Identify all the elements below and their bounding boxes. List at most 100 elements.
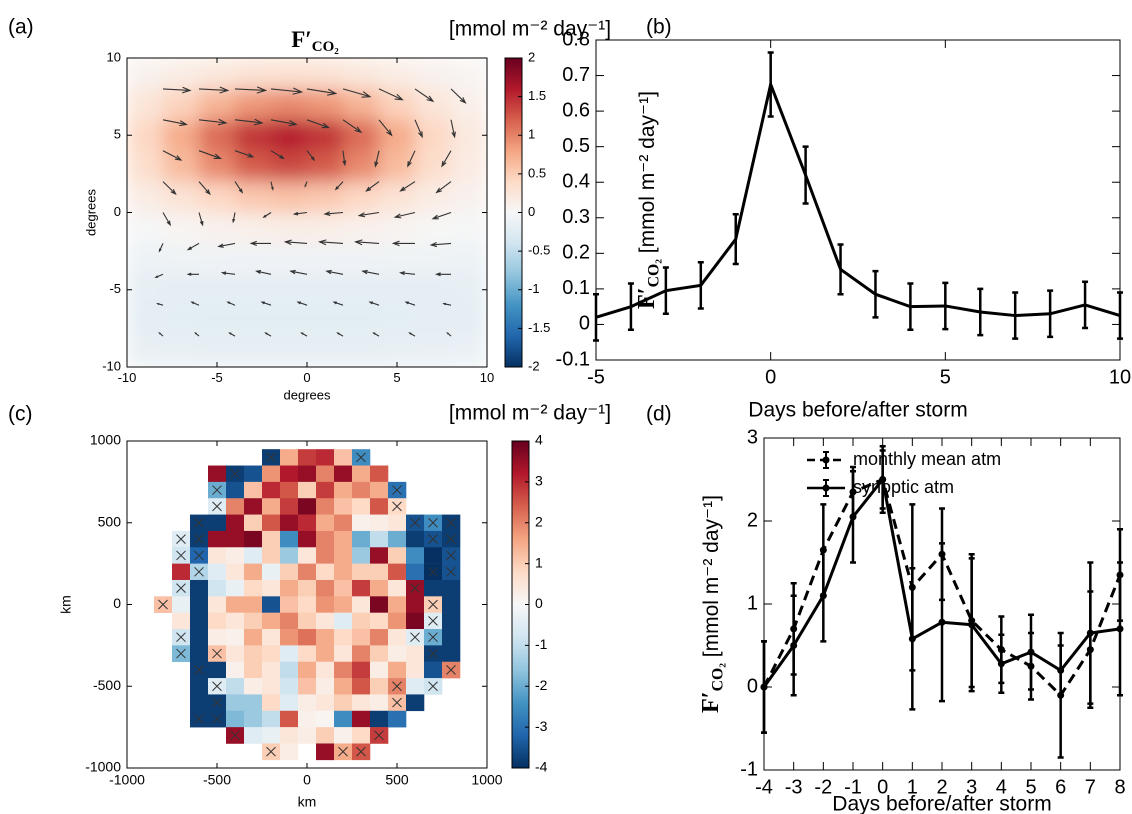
units-label: [mmol m⁻² day⁻¹] (449, 18, 611, 41)
grid-cell (370, 612, 389, 630)
x-tick-label: -4 (755, 776, 773, 798)
wind-arrow (372, 332, 380, 337)
field-cell (199, 274, 236, 306)
insignificant-cross (176, 632, 186, 643)
insignificant-cross (428, 566, 438, 577)
x-tick-label: 4 (996, 776, 1007, 798)
wind-arrow (158, 331, 164, 337)
x-tick-label: -500 (203, 771, 231, 787)
field-cell (307, 212, 344, 244)
grid-cell (370, 498, 389, 515)
grid-cell (262, 514, 281, 532)
colorbar-tick-label: -2 (528, 358, 540, 373)
wind-arrow (264, 332, 272, 337)
insignificant-cross (410, 517, 420, 528)
insignificant-cross (176, 550, 186, 561)
insignificant-cross (446, 665, 456, 675)
contour-fill (127, 58, 487, 367)
grid-cell (226, 629, 245, 646)
colorbar-tick-label: 0.5 (528, 165, 546, 180)
grid-cell (352, 514, 371, 532)
field-cell (379, 336, 416, 367)
field-cell (127, 119, 164, 152)
wind-arrow (198, 181, 211, 196)
grid-cell (352, 481, 371, 499)
grid-cell (334, 629, 353, 646)
grid-cell (316, 629, 335, 646)
data-point (879, 476, 887, 483)
grid-cell (316, 514, 335, 532)
insignificant-cross (392, 501, 402, 512)
grid-cell (370, 629, 389, 646)
grid-cell (370, 481, 389, 499)
grid-cell (352, 694, 371, 712)
grid-cell (424, 579, 443, 597)
y-tick-label: 10 (107, 49, 121, 64)
wind-arrow (156, 302, 164, 306)
colorbar-tick-label: -1 (528, 281, 540, 296)
insignificant-cross (194, 534, 204, 544)
error-bar (907, 282, 914, 332)
grid-cell (334, 727, 353, 744)
data-point (819, 592, 827, 600)
field-cell (235, 336, 272, 367)
wind-arrow (186, 242, 200, 251)
grid-cell (298, 629, 317, 646)
grid-cell (388, 596, 407, 613)
grid-cell (406, 612, 425, 630)
wind-arrow (220, 271, 236, 275)
y-tick-label: 0 (747, 675, 758, 697)
error-bar (977, 287, 984, 337)
field-cell (379, 181, 416, 213)
wind-arrow (234, 150, 255, 158)
legend-label: monthly mean atm (853, 449, 1001, 469)
grid-cell (334, 530, 353, 548)
grid-cell (190, 612, 209, 630)
y-tick-label: 1 (747, 592, 758, 614)
grid-cell (262, 579, 281, 597)
field-cell (235, 58, 272, 90)
grid-cell (262, 530, 281, 548)
wind-arrow (342, 119, 363, 134)
grid-cell (352, 678, 371, 695)
x-axis-label: Days before/after storm (832, 793, 1051, 814)
field-cell (451, 305, 487, 337)
insignificant-cross (446, 550, 456, 561)
grid-cell (298, 547, 317, 564)
x-tick-label: 500 (385, 771, 409, 787)
wind-arrow (198, 212, 204, 227)
wind-arrow (198, 118, 228, 126)
grid-cell (388, 645, 407, 663)
colorbar-tick-label: -4 (535, 759, 548, 775)
wind-arrow (334, 181, 344, 191)
field-cell (343, 212, 380, 244)
units-label: [mmol m⁻² day⁻¹] (449, 402, 611, 425)
y-tick-label: -10 (102, 358, 121, 373)
y-axis-label: km (58, 595, 74, 614)
wind-arrow (304, 181, 308, 188)
insignificant-cross (266, 452, 276, 463)
x-tick-label: -3 (785, 776, 803, 798)
field-cell (271, 58, 308, 90)
x-tick-label: 10 (480, 370, 494, 385)
grid-cell (208, 629, 227, 646)
insignificant-cross (194, 566, 204, 577)
grid-cell (352, 547, 371, 564)
grid-cell (208, 579, 227, 597)
field-cell (163, 243, 200, 275)
grid-cell (298, 661, 317, 679)
field-cell (235, 212, 272, 244)
grid-cell (280, 481, 299, 499)
field-cell (451, 58, 487, 90)
wind-arrow (162, 150, 183, 161)
y-tick-label: 0.5 (562, 135, 590, 157)
grid-cell (298, 678, 317, 695)
field-cell (127, 88, 164, 121)
insignificant-cross (428, 534, 438, 544)
grid-cell (208, 465, 227, 483)
field-cell (235, 88, 272, 121)
grid-cell (262, 481, 281, 499)
x-tick-label: 10 (1109, 366, 1131, 388)
grid-cell (244, 579, 263, 597)
wind-arrow (232, 212, 236, 224)
